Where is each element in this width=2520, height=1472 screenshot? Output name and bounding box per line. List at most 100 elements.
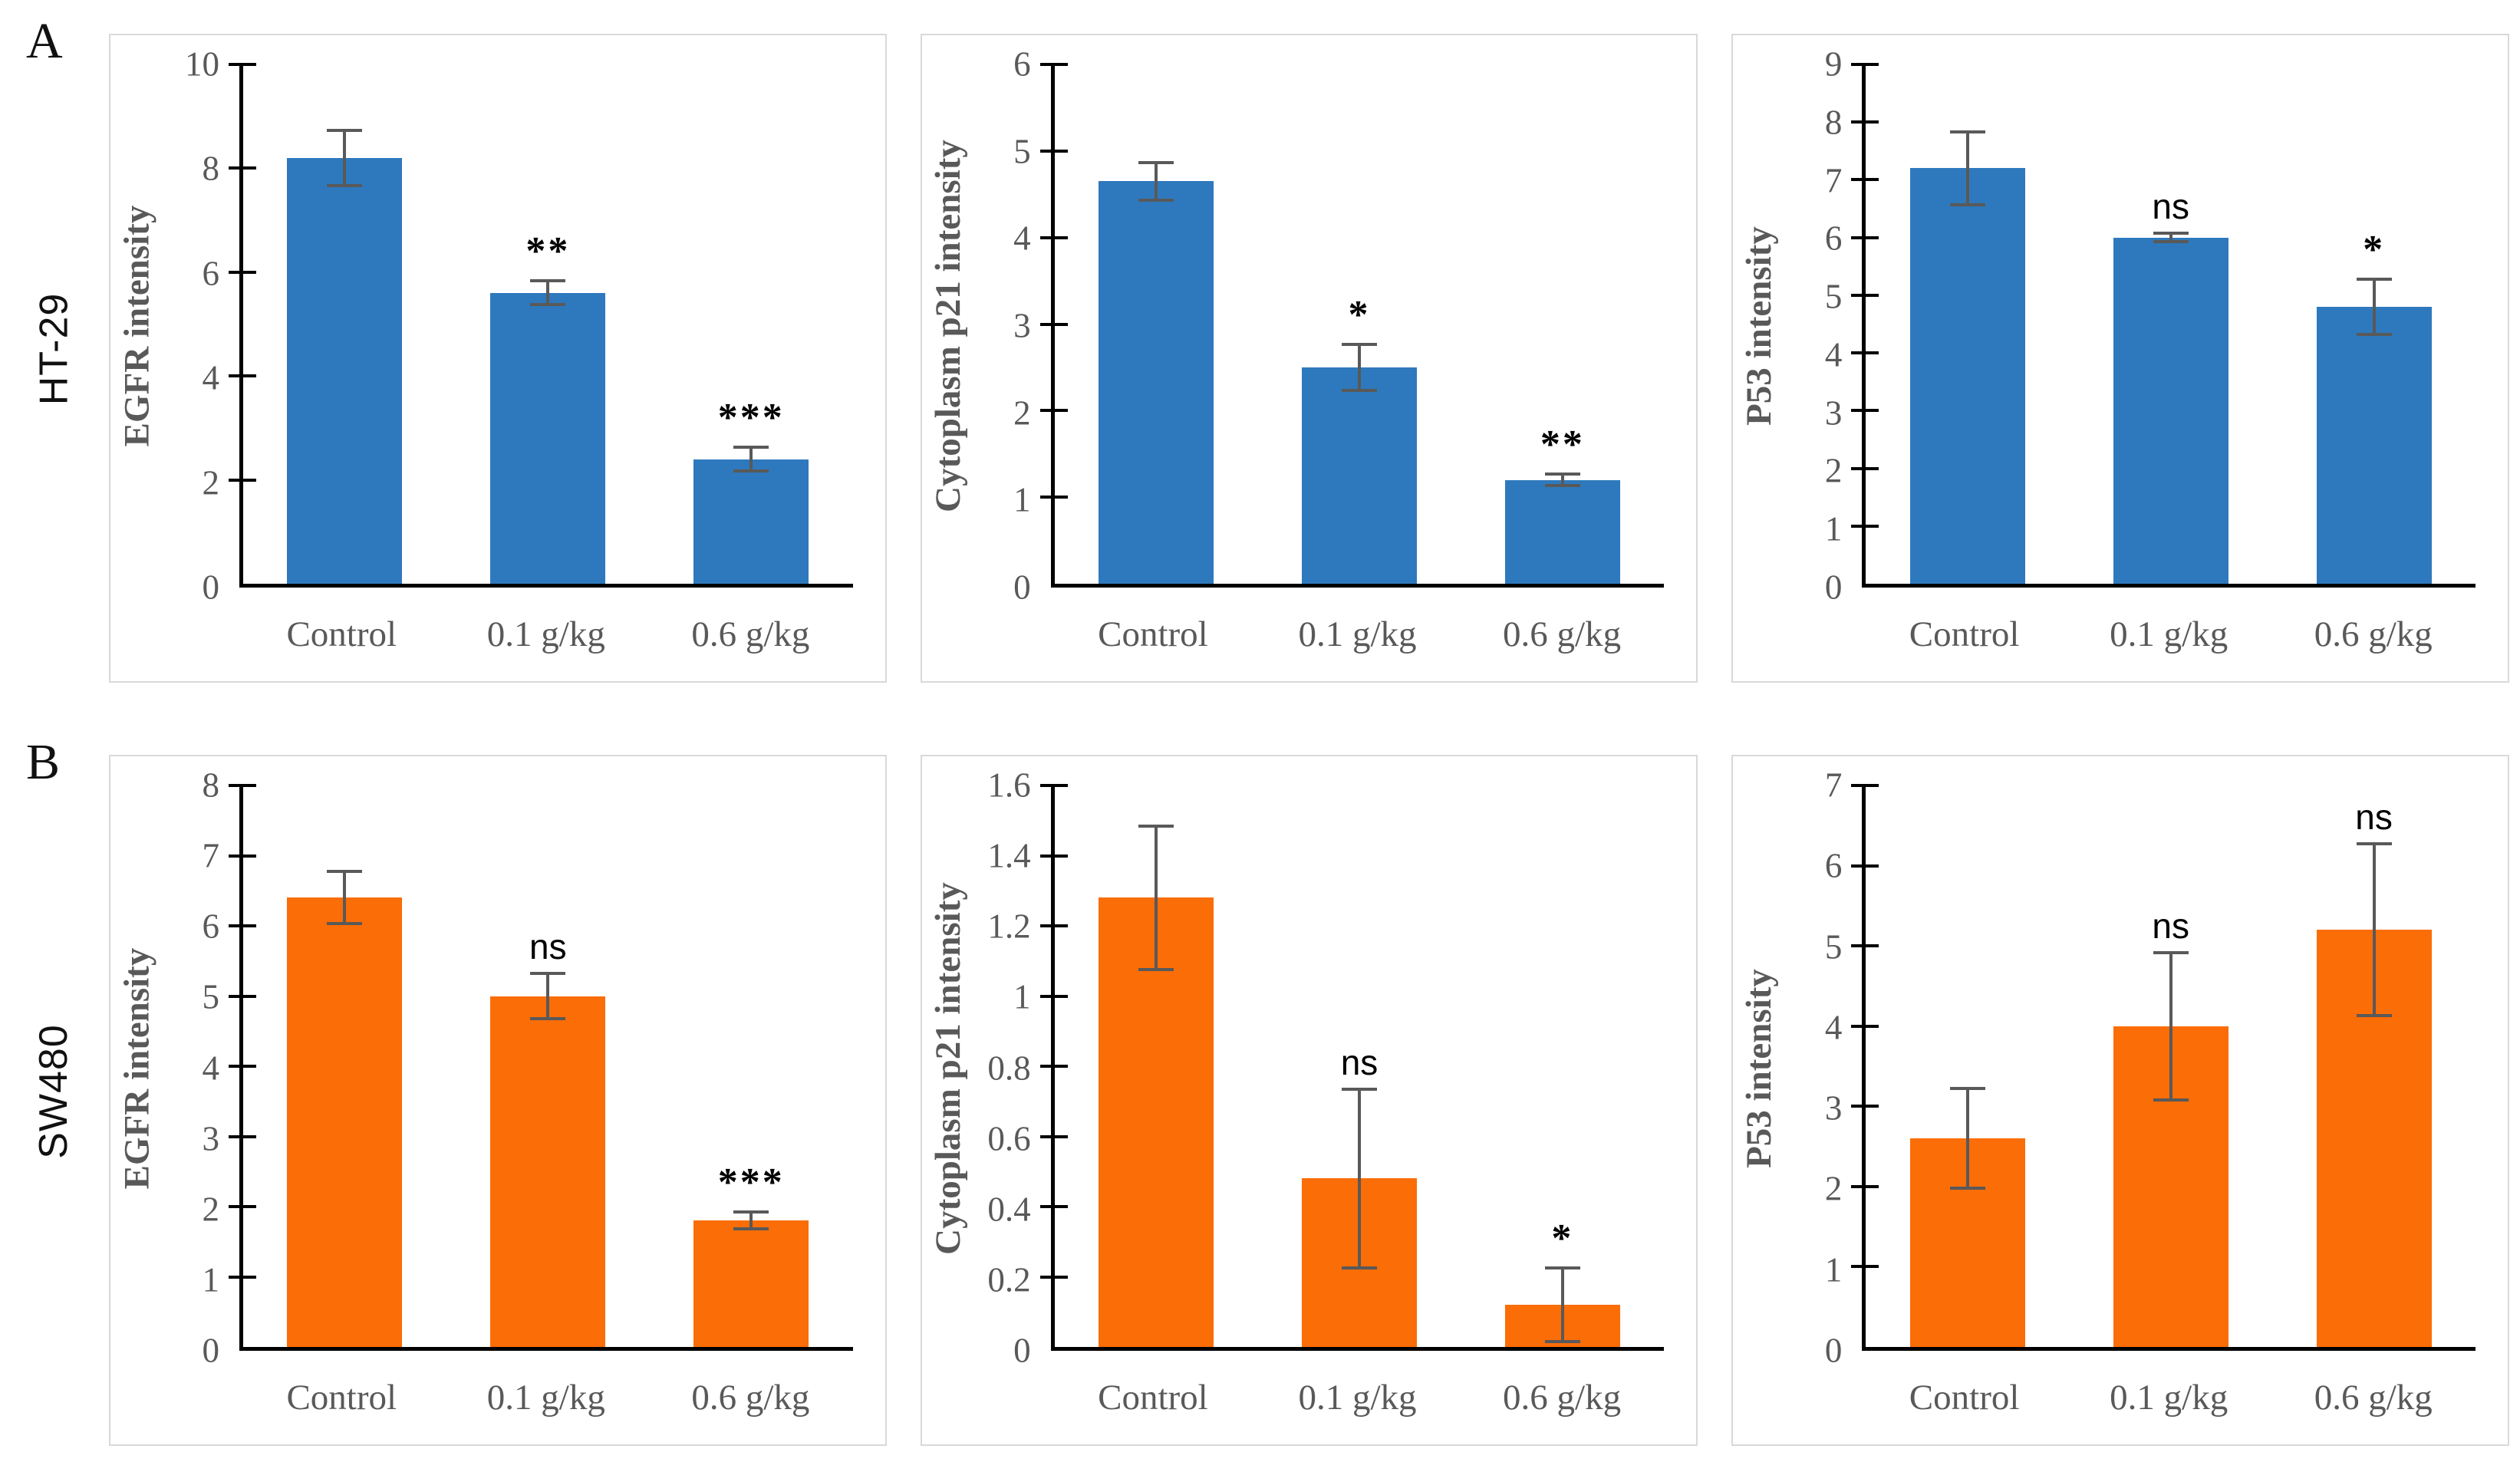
chart-sw480-p21: Cytoplasm p21 intensity 0 0.2 0.4 0.6 0.8 1 1.2… (920, 755, 1698, 1446)
x-axis-labels: Control 0.1 g/kg 0.6 g/kg (1862, 606, 2476, 660)
y-tick-label: 1.6 (987, 766, 1031, 805)
y-tick-label: 5 (1824, 927, 1843, 967)
y-tick-label: 4 (202, 358, 220, 397)
y-axis-tick-labels: 0 0.2 0.4 0.6 0.8 1 1.2 1.4 1.6 (965, 768, 1042, 1368)
error-bar-cap-bottom (733, 1227, 769, 1231)
y-axis-title-text: P53 intensity (1739, 968, 1780, 1168)
error-bar-cap-top (1138, 824, 1174, 828)
x-category-label: 0.1 g/kg (2110, 614, 2228, 654)
error-bar-cap-top (2356, 278, 2392, 282)
error-bar-cap-bottom (2153, 1098, 2189, 1102)
y-tick-mark (1851, 409, 1879, 413)
significance-label: *** (717, 395, 785, 440)
bar-control (287, 897, 403, 1347)
error-bar-cap-top (1544, 472, 1580, 476)
panel-letter-a: A (26, 13, 63, 69)
error-bar (1560, 475, 1564, 485)
y-tick-label: 5 (1824, 277, 1843, 316)
bar-0-6-g-kg (1504, 479, 1620, 584)
y-tick-label: 1 (202, 1260, 220, 1299)
error-bar-cap-bottom (2356, 1014, 2392, 1018)
y-tick-label: 6 (1824, 219, 1843, 258)
significance-label: ** (525, 229, 571, 274)
y-axis-tick-labels: 0 1 2 3 4 5 6 7 (1776, 768, 1853, 1368)
row-ht29-panels: EGFR intensity 0 2 4 6 8 10 ** *** Control 0.1 g/k… (109, 34, 2510, 683)
y-axis-title-text: Cytoplasm p21 intensity (927, 140, 968, 512)
error-bar (1155, 163, 1158, 199)
y-tick-label: 3 (1013, 306, 1031, 345)
error-bar (343, 873, 347, 923)
x-category-label: 0.1 g/kg (1298, 614, 1417, 654)
y-tick-label: 7 (202, 836, 220, 875)
error-bar-cap-top (2356, 842, 2392, 846)
y-tick-mark (229, 270, 256, 274)
y-tick-label: 0 (1824, 568, 1843, 607)
x-category-label: Control (1098, 614, 1208, 654)
y-tick-label: 4 (1013, 219, 1031, 258)
y-tick-label: 1.4 (987, 836, 1031, 875)
error-bar-cap-top (733, 1210, 769, 1214)
y-tick-label: 0.2 (987, 1260, 1031, 1299)
bar-control (1099, 897, 1214, 1347)
y-tick-mark (1039, 1205, 1068, 1208)
significance-label: * (2363, 228, 2386, 272)
y-tick-label: 2 (1013, 394, 1031, 433)
significance-label: ** (1540, 422, 1585, 466)
bar-control (1099, 181, 1214, 584)
x-category-label: 0.1 g/kg (486, 1378, 605, 1418)
y-tick-label: 0 (1824, 1331, 1843, 1370)
y-tick-mark (1851, 351, 1879, 355)
y-tick-label: 1 (1013, 977, 1031, 1016)
y-tick-label: 2 (1824, 1169, 1843, 1208)
error-bar-cap-bottom (1949, 203, 1985, 206)
error-bar (1965, 1090, 1969, 1187)
y-tick-label: 4 (1824, 335, 1843, 374)
row-sw480-cell-line: SW480 (0, 736, 107, 1446)
error-bar-cap-bottom (1544, 1339, 1580, 1343)
y-tick-label: 1 (1013, 480, 1031, 519)
y-tick-mark (229, 63, 256, 66)
y-tick-mark (1851, 864, 1879, 868)
significance-label: *** (717, 1161, 785, 1205)
error-bar (1560, 1269, 1564, 1340)
error-bar-cap-top (530, 279, 566, 283)
y-tick-label: 2 (202, 1190, 220, 1229)
y-tick-mark (229, 854, 256, 858)
significance-label: ns (2152, 905, 2189, 946)
y-tick-label: 0.6 (987, 1119, 1031, 1158)
y-tick-mark (1851, 1265, 1879, 1269)
y-tick-mark (1039, 322, 1068, 326)
error-bar-cap-top (1949, 130, 1985, 134)
bar-0-6-g-kg (2316, 306, 2432, 584)
y-tick-mark (229, 374, 256, 378)
y-tick-mark (1039, 924, 1068, 927)
y-tick-mark (229, 784, 256, 787)
y-tick-mark (1851, 1105, 1879, 1108)
row-sw480-side: B SW480 (0, 734, 107, 1446)
y-tick-label: 9 (1824, 44, 1843, 84)
y-tick-label: 7 (1824, 161, 1843, 200)
y-tick-mark (229, 478, 256, 482)
error-bar (2372, 281, 2376, 333)
bar-0-6-g-kg (693, 459, 809, 584)
x-category-label: 0.6 g/kg (1503, 1378, 1622, 1418)
y-tick-label: 4 (202, 1049, 220, 1087)
y-tick-mark (1851, 293, 1879, 297)
y-tick-mark (1851, 466, 1879, 470)
y-tick-label: 8 (202, 149, 220, 188)
chart-ht29-p21: Cytoplasm p21 intensity 0 1 2 3 4 5 6 * ** Control… (920, 34, 1698, 683)
error-bar-cap-top (2153, 231, 2189, 235)
y-tick-mark (1851, 1024, 1879, 1028)
y-tick-mark (229, 1205, 256, 1208)
bar-0-1-g-kg (1302, 367, 1417, 584)
error-bar-cap-bottom (1949, 1186, 1985, 1190)
chart-sw480-egfr: EGFR intensity 0 1 2 3 4 5 6 7 8 ns *** Control 0.1 g… (109, 755, 887, 1446)
bar-0-1-g-kg (490, 996, 606, 1347)
row-sw480-panels: EGFR intensity 0 1 2 3 4 5 6 7 8 ns *** Control 0.1 g… (109, 755, 2510, 1446)
significance-label: * (1551, 1217, 1574, 1261)
x-category-label: 0.6 g/kg (2314, 1378, 2433, 1418)
x-category-label: 0.6 g/kg (1503, 614, 1622, 654)
y-axis-title-text: EGFR intensity (117, 205, 157, 447)
y-tick-label: 5 (202, 977, 220, 1016)
x-category-label: 0.1 g/kg (2110, 1378, 2228, 1418)
